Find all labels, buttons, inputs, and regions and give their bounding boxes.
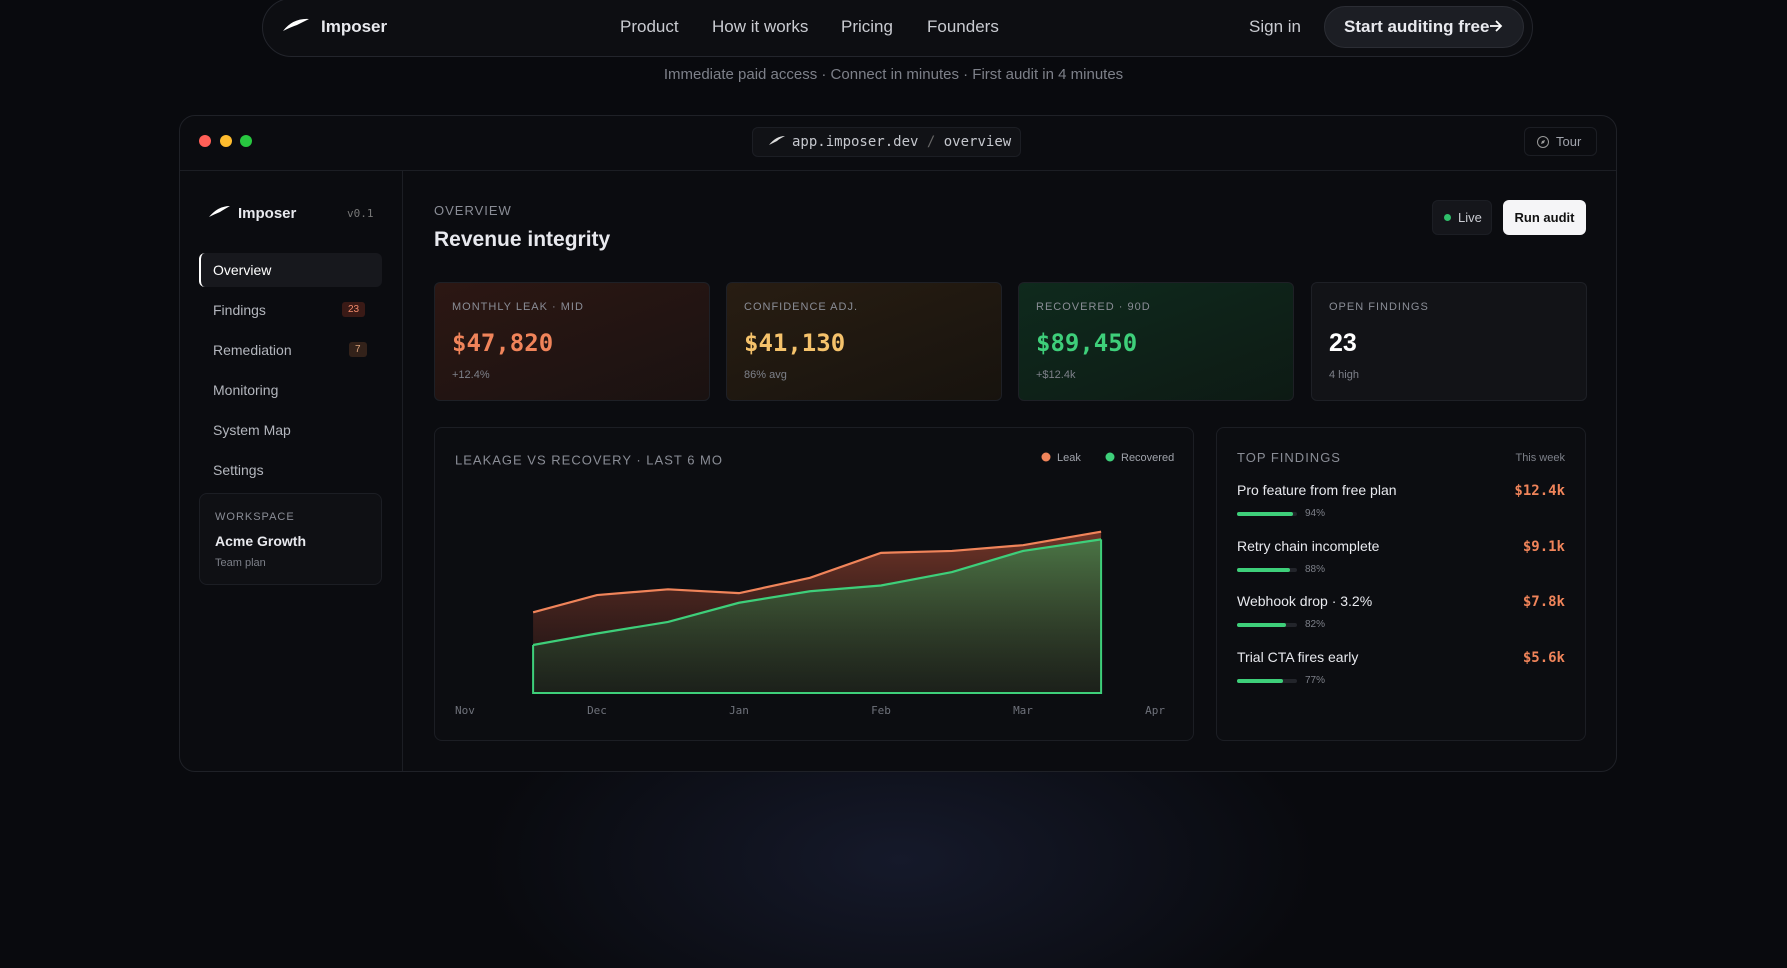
menu-item[interactable]: System Map xyxy=(213,422,291,438)
confidence-bar xyxy=(1237,623,1287,628)
kpi-value: 23 xyxy=(1329,329,1357,357)
window-dots xyxy=(199,135,252,147)
arrow-icon xyxy=(1490,20,1503,32)
sidebar-logo xyxy=(209,206,230,217)
menu-badge: 7 xyxy=(349,342,367,357)
kpi-card xyxy=(434,282,710,401)
confidence-bar xyxy=(1237,512,1294,516)
x-tick-label: Dec xyxy=(587,704,607,717)
page-title: Revenue integrity xyxy=(434,228,611,251)
finding-amount: $5.6k xyxy=(1522,650,1565,667)
url-logo xyxy=(769,136,785,145)
live-label[interactable]: Live xyxy=(1458,210,1482,225)
kpi-sub: +12.4% xyxy=(452,369,490,381)
menu-item[interactable]: Overview xyxy=(213,262,272,278)
brand: Imposer xyxy=(321,17,388,36)
finding-name: Pro feature from free plan xyxy=(1237,482,1397,498)
kpi-card xyxy=(1018,282,1294,401)
menu-badge: 23 xyxy=(342,302,366,317)
sign-in[interactable]: Sign in xyxy=(1249,17,1301,36)
chart: LEAKAGE VS RECOVERY · LAST 6 MO Nov Dec Ja… xyxy=(455,452,1174,717)
kpi-value: $41,130 xyxy=(744,329,846,357)
confidence-label: 88% xyxy=(1305,563,1326,575)
x-tick-label: Apr xyxy=(1145,704,1165,717)
live-dot xyxy=(1444,214,1451,221)
confidence-bar xyxy=(1237,567,1290,572)
confidence-label: 77% xyxy=(1305,675,1326,687)
chart-title: LEAKAGE VS RECOVERY · LAST 6 MO xyxy=(455,452,723,467)
kpi-card xyxy=(1311,282,1587,401)
url-host: app.imposer.dev xyxy=(792,134,919,150)
x-tick-label: Jan xyxy=(729,704,749,717)
kpi-value: $47,820 xyxy=(452,329,554,357)
legend-label: Recovered xyxy=(1121,452,1174,464)
eyebrow: OVERVIEW xyxy=(434,203,512,218)
url: app.imposer.dev / overview xyxy=(792,134,1011,150)
sidebar-divider xyxy=(402,171,403,771)
kpi-sub: 4 high xyxy=(1329,369,1359,381)
finding-name: Webhook drop · 3.2% xyxy=(1237,593,1373,610)
live-button[interactable] xyxy=(1432,200,1492,235)
nav-link[interactable]: Pricing xyxy=(841,17,893,36)
tour-icon xyxy=(1537,136,1549,148)
kpi-label: RECOVERED · 90D xyxy=(1036,301,1151,313)
kpi-label: MONTHLY LEAK · MID xyxy=(452,301,584,313)
cta-label[interactable]: Start auditing free xyxy=(1344,17,1490,36)
findings-title: TOP FINDINGS xyxy=(1237,450,1341,465)
nav-link[interactable]: Product xyxy=(620,17,679,36)
cta-button[interactable] xyxy=(1324,6,1524,48)
menu-item[interactable]: Findings xyxy=(213,302,266,318)
kpi-label: OPEN FINDINGS xyxy=(1329,301,1429,313)
series-line xyxy=(532,538,1102,647)
workspace-card xyxy=(199,493,382,585)
top-nav xyxy=(262,0,1533,57)
nav-link[interactable]: How it works xyxy=(712,17,809,36)
area-fill xyxy=(533,539,1102,693)
series-line xyxy=(532,530,1102,614)
tour-label[interactable]: Tour xyxy=(1556,134,1582,149)
finding-amount: $7.8k xyxy=(1522,594,1565,611)
titlebar-divider xyxy=(180,170,1616,171)
findings-period: This week xyxy=(1515,452,1565,464)
legend-swatch xyxy=(1041,452,1051,462)
x-tick-label: Mar xyxy=(1013,704,1033,717)
tour-button[interactable] xyxy=(1524,127,1597,156)
nav-link[interactable]: Founders xyxy=(927,17,999,36)
findings-card xyxy=(1216,427,1586,741)
legend-label: Leak xyxy=(1057,452,1081,464)
menu-item[interactable]: Monitoring xyxy=(213,382,279,398)
kpi-card xyxy=(726,282,1002,401)
finding-amount: $9.1k xyxy=(1522,538,1565,555)
logo xyxy=(283,18,309,31)
version: v0.1 xyxy=(347,207,374,220)
x-tick-label: Feb xyxy=(871,704,891,717)
kpi-sub: 86% avg xyxy=(744,369,787,381)
finding-name: Trial CTA fires early xyxy=(1237,649,1359,666)
workspace-name: Acme Growth xyxy=(215,533,307,549)
finding-amount: $12.4k xyxy=(1514,483,1565,499)
url-bar xyxy=(752,127,1021,157)
kpi-value: $89,450 xyxy=(1036,329,1138,357)
tagline: Immediate paid access · Connect in minut… xyxy=(663,66,1124,83)
url-path: overview xyxy=(943,134,1012,150)
finding-name: Retry chain incomplete xyxy=(1237,537,1380,554)
confidence-label: 94% xyxy=(1305,508,1326,519)
area-edge xyxy=(532,539,1103,694)
confidence-bar xyxy=(1237,679,1284,684)
url-separator: / xyxy=(926,134,936,150)
sidebar-brand: Imposer xyxy=(238,205,297,222)
kpi-sub: +$12.4k xyxy=(1036,369,1076,381)
run-audit-button[interactable] xyxy=(1503,200,1586,235)
menu-active[interactable] xyxy=(199,253,382,287)
confidence-label: 82% xyxy=(1305,619,1326,631)
kpi-label: CONFIDENCE ADJ. xyxy=(744,301,859,313)
workspace-label: WORKSPACE xyxy=(215,511,295,523)
menu-item[interactable]: Remediation xyxy=(213,342,292,358)
menu-item[interactable]: Settings xyxy=(213,462,264,478)
x-tick-label: Nov xyxy=(455,704,475,717)
legend-swatch xyxy=(1105,452,1115,462)
workspace-plan: Team plan xyxy=(215,557,266,569)
run-audit-label[interactable]: Run audit xyxy=(1514,210,1575,225)
